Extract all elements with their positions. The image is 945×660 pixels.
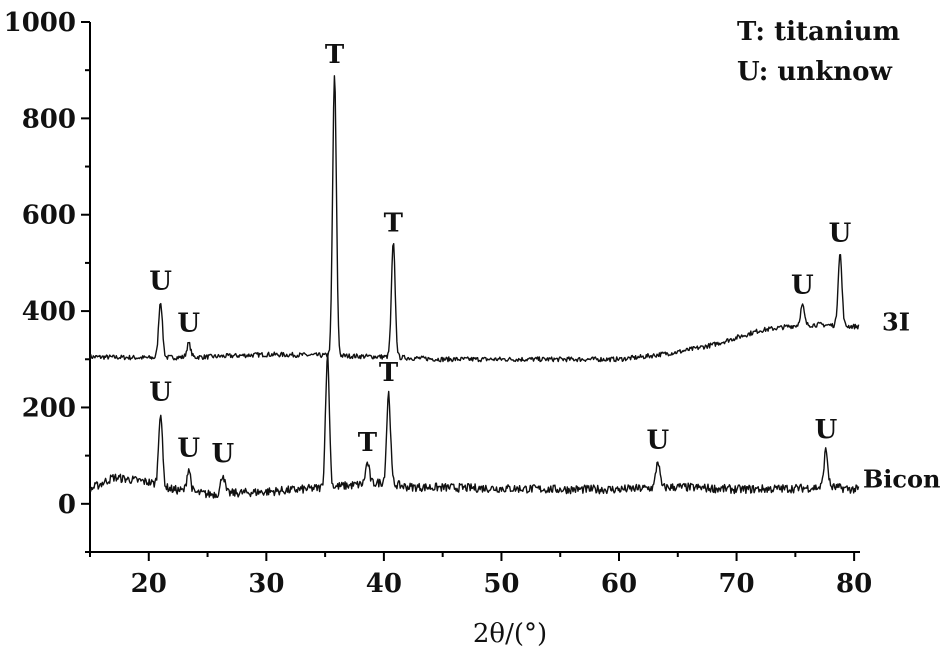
series-label: Bicon: [863, 464, 940, 493]
y-tick-label: 1000: [4, 8, 76, 38]
peak-label: U: [815, 415, 838, 445]
series-label: 3I: [882, 308, 910, 337]
y-tick-label: 800: [22, 104, 76, 134]
axes: 0 200 400 600 800 1000 20 30 40 50 60 70 80: [4, 8, 873, 599]
legend: T: titanium U: unknow: [737, 17, 900, 87]
peak-label: T: [358, 428, 378, 458]
peak-label: U: [177, 434, 200, 464]
series-line-bicon: [89, 352, 860, 499]
x-tick-label: 30: [248, 569, 284, 599]
x-tick-label: 20: [131, 569, 167, 599]
x-tick-label: 60: [601, 569, 637, 599]
peak-label: U: [791, 270, 814, 300]
x-tick-label: 50: [483, 569, 519, 599]
peak-label: T: [379, 358, 399, 388]
peak-label: T: [384, 209, 404, 239]
x-tick-label: 40: [366, 569, 402, 599]
x-axis-title: 2θ/(°): [473, 619, 547, 649]
peak-label: U: [149, 377, 172, 407]
y-tick-label: 400: [22, 297, 76, 327]
legend-entry-unknow: U: unknow: [737, 57, 892, 87]
peak-label: U: [177, 308, 200, 338]
x-tick-label: 70: [718, 569, 754, 599]
x-tick-label: 80: [836, 569, 872, 599]
traces: [89, 75, 860, 499]
peak-label: T: [325, 40, 345, 70]
peak-label: U: [149, 266, 172, 296]
series-line-3i: [89, 75, 860, 363]
peak-label: U: [829, 218, 852, 248]
peak-label: U: [211, 439, 234, 469]
y-tick-label: 200: [22, 393, 76, 423]
legend-entry-titanium: T: titanium: [737, 17, 900, 47]
y-tick-label: 0: [58, 490, 76, 520]
y-tick-label: 600: [22, 201, 76, 231]
peak-label: U: [646, 425, 669, 455]
